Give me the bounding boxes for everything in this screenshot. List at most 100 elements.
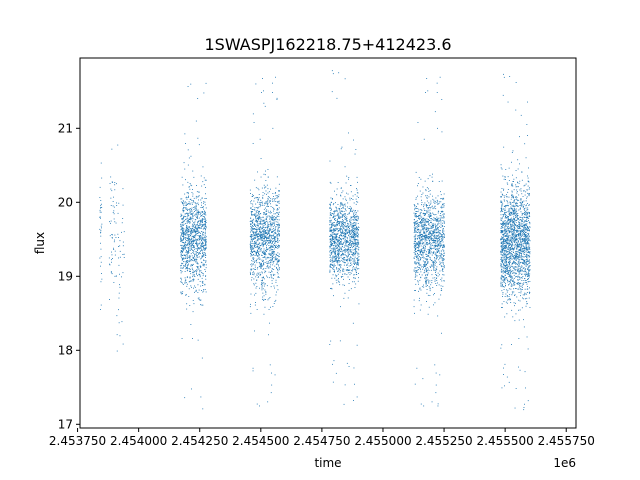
- data-point: [329, 254, 331, 256]
- data-point: [188, 227, 190, 229]
- data-point: [423, 247, 424, 249]
- data-point: [197, 253, 199, 255]
- data-point: [180, 224, 182, 226]
- data-point: [182, 250, 184, 251]
- data-point: [275, 76, 276, 78]
- data-point: [263, 295, 265, 297]
- data-point: [269, 228, 271, 230]
- data-point: [192, 252, 194, 253]
- data-point: [189, 305, 191, 306]
- data-point: [202, 251, 203, 253]
- data-point: [434, 260, 436, 261]
- data-point: [198, 211, 200, 213]
- data-point: [442, 231, 444, 233]
- data-point: [427, 209, 429, 211]
- data-point: [202, 280, 204, 282]
- data-point: [438, 237, 440, 238]
- data-point: [434, 262, 436, 264]
- data-point: [428, 188, 429, 190]
- data-point: [204, 223, 206, 224]
- data-point: [270, 261, 271, 263]
- data-point: [181, 263, 183, 265]
- data-point: [414, 214, 416, 216]
- data-point: [434, 280, 436, 282]
- data-point: [258, 237, 260, 239]
- data-point: [276, 209, 278, 211]
- data-point: [263, 243, 265, 245]
- data-point: [434, 293, 435, 294]
- data-point: [267, 231, 269, 233]
- data-point: [329, 247, 331, 249]
- data-point: [349, 238, 351, 240]
- data-point: [354, 260, 355, 262]
- data-point: [182, 221, 184, 223]
- data-point: [191, 248, 193, 250]
- data-point: [271, 216, 273, 218]
- data-point: [200, 285, 202, 287]
- data-point: [272, 234, 274, 236]
- data-point: [250, 253, 252, 255]
- data-point: [261, 187, 263, 189]
- data-point: [121, 321, 123, 323]
- data-point: [333, 236, 335, 238]
- data-point: [258, 232, 260, 234]
- data-point: [418, 254, 419, 256]
- data-point: [193, 272, 195, 274]
- data-point: [442, 285, 444, 287]
- data-point: [432, 238, 434, 240]
- data-point: [183, 221, 185, 222]
- data-point: [342, 214, 344, 216]
- data-point: [191, 235, 193, 237]
- data-point: [264, 212, 266, 214]
- data-point: [431, 228, 433, 229]
- data-point: [185, 238, 186, 240]
- data-point: [436, 266, 438, 268]
- data-point: [197, 244, 199, 246]
- data-point: [194, 253, 196, 255]
- data-point: [192, 227, 193, 229]
- data-point: [186, 276, 188, 278]
- data-point: [336, 238, 338, 240]
- data-point: [333, 224, 334, 226]
- data-point: [335, 257, 336, 259]
- data-point: [185, 251, 187, 253]
- data-point: [180, 201, 182, 203]
- data-point: [203, 263, 205, 265]
- data-point: [333, 222, 335, 223]
- data-point: [334, 248, 336, 250]
- data-point: [264, 202, 266, 204]
- data-point: [333, 228, 335, 230]
- data-point: [348, 223, 350, 225]
- data-point: [205, 214, 207, 216]
- data-point: [335, 236, 337, 237]
- data-point: [339, 243, 341, 245]
- data-point: [266, 225, 268, 227]
- data-point: [335, 276, 337, 278]
- data-point: [355, 224, 357, 226]
- data-point: [278, 196, 280, 198]
- data-point: [331, 240, 333, 242]
- data-point: [428, 270, 430, 271]
- data-point: [111, 259, 112, 261]
- data-point: [419, 239, 421, 241]
- data-point: [414, 222, 416, 224]
- data-point: [265, 249, 267, 251]
- data-point: [275, 201, 277, 202]
- data-point: [414, 276, 416, 278]
- data-point: [262, 219, 264, 221]
- data-point: [184, 277, 186, 279]
- data-point: [195, 257, 197, 259]
- data-point: [500, 250, 502, 252]
- data-point: [262, 225, 264, 227]
- data-point: [272, 249, 273, 250]
- data-point: [434, 277, 436, 279]
- data-point: [182, 218, 184, 220]
- data-point: [110, 222, 111, 224]
- data-point: [353, 367, 355, 369]
- data-point: [100, 248, 102, 250]
- data-point: [520, 199, 521, 201]
- data-point: [433, 232, 435, 234]
- data-point: [185, 227, 187, 229]
- data-point: [416, 275, 418, 277]
- data-point: [344, 213, 346, 214]
